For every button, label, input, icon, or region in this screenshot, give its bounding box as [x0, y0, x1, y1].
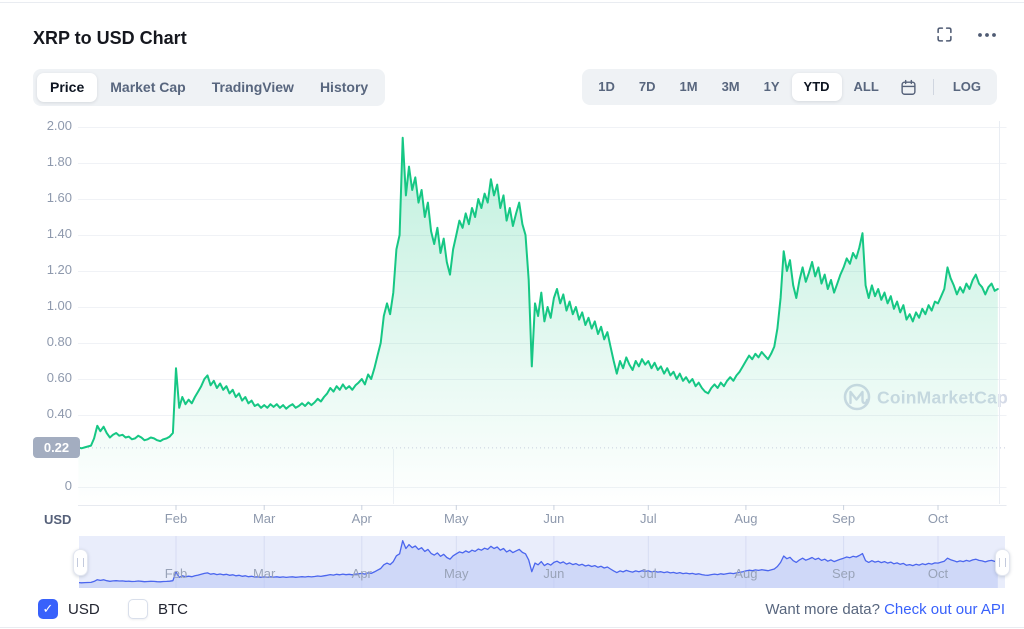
price-line [77, 136, 999, 450]
nav-month-label: Mar [252, 566, 276, 581]
y-axis-label: 0.80 [46, 334, 72, 349]
grip-icon [999, 558, 1006, 567]
nav-line [78, 540, 998, 584]
x-axis-label: May [443, 511, 469, 526]
range-1d[interactable]: 1D [598, 79, 615, 94]
nav-month-label: May [443, 566, 469, 581]
y-axis-label: 1.80 [46, 154, 72, 169]
api-link[interactable]: Check out our API [884, 601, 1005, 618]
x-axis-label: Mar [252, 511, 276, 526]
x-axis-label: Sep [831, 511, 856, 526]
nav-month-label: Aug [734, 566, 758, 581]
y-axis-label: 1.60 [46, 190, 72, 205]
tab-market-cap[interactable]: Market Cap [110, 79, 186, 95]
nav-month-label: Jun [543, 566, 565, 581]
fullscreen-icon[interactable] [936, 26, 953, 43]
range-1m[interactable]: 1M [679, 79, 698, 94]
y-axis-label: 1.00 [46, 298, 72, 313]
nav-right-handle[interactable] [995, 549, 1010, 576]
y-axis-label: 0 [64, 478, 72, 493]
x-axis-label: Feb [164, 511, 188, 526]
y-axis-label: 0.40 [46, 406, 72, 421]
usd-checkbox[interactable]: ✓ [38, 599, 58, 619]
x-axis-label: Jun [543, 511, 565, 526]
nav-area [79, 540, 998, 588]
tab-tradingview[interactable]: TradingView [211, 79, 294, 95]
tab-price[interactable]: Price [37, 73, 98, 102]
nav-left-handle[interactable] [73, 549, 88, 576]
calendar-icon[interactable] [891, 74, 926, 101]
usd-toggle[interactable]: ✓ USD [38, 599, 100, 619]
api-promo-text: Want more data? [765, 601, 880, 618]
header-actions [936, 26, 997, 43]
page-title: XRP to USD Chart [33, 28, 187, 49]
y-axis-label: 2.00 [46, 118, 72, 133]
nav-month-label: Sep [831, 566, 856, 581]
api-promo: Want more data? Check out our API [765, 601, 1005, 618]
range-3m[interactable]: 3M [721, 79, 740, 94]
y-axis-label: 0.60 [46, 370, 72, 385]
y-axis-label: 1.40 [46, 226, 72, 241]
y-axis-label: 1.20 [46, 262, 72, 277]
x-axis-label: Aug [734, 511, 758, 526]
log-scale-button[interactable]: LOG [952, 79, 981, 94]
price-area [78, 137, 998, 506]
more-options-icon[interactable] [977, 32, 997, 38]
range-group-divider [932, 79, 934, 95]
x-axis-label: Apr [351, 511, 372, 526]
x-axis-label: Jul [640, 511, 657, 526]
nav-month-label: Jul [640, 566, 657, 581]
range-all[interactable]: ALL [853, 79, 879, 94]
btc-toggle[interactable]: ✓ BTC [128, 599, 188, 619]
nav-month-label: Oct [927, 566, 949, 581]
usd-label: USD [68, 600, 100, 618]
nav-month-label: Feb [164, 566, 188, 581]
bottom-divider [0, 627, 1024, 628]
grip-icon [77, 558, 84, 567]
chart-type-tabs: Price Market Cap TradingView History [33, 69, 386, 106]
tab-history[interactable]: History [319, 79, 369, 95]
time-range-buttons: 1D 7D 1M 3M 1Y YTD ALL LOG [582, 69, 997, 105]
range-1y[interactable]: 1Y [763, 79, 780, 94]
btc-label: BTC [158, 600, 188, 618]
btc-checkbox[interactable]: ✓ [128, 599, 148, 619]
currency-axis-label: USD [44, 512, 72, 527]
range-ytd[interactable]: YTD [791, 73, 842, 101]
x-axis-label: Oct [927, 511, 949, 526]
top-divider [0, 2, 1024, 3]
range-7d[interactable]: 7D [638, 79, 656, 94]
nav-month-label: Apr [351, 566, 372, 581]
open-price-badge: 0.22 [33, 437, 80, 458]
